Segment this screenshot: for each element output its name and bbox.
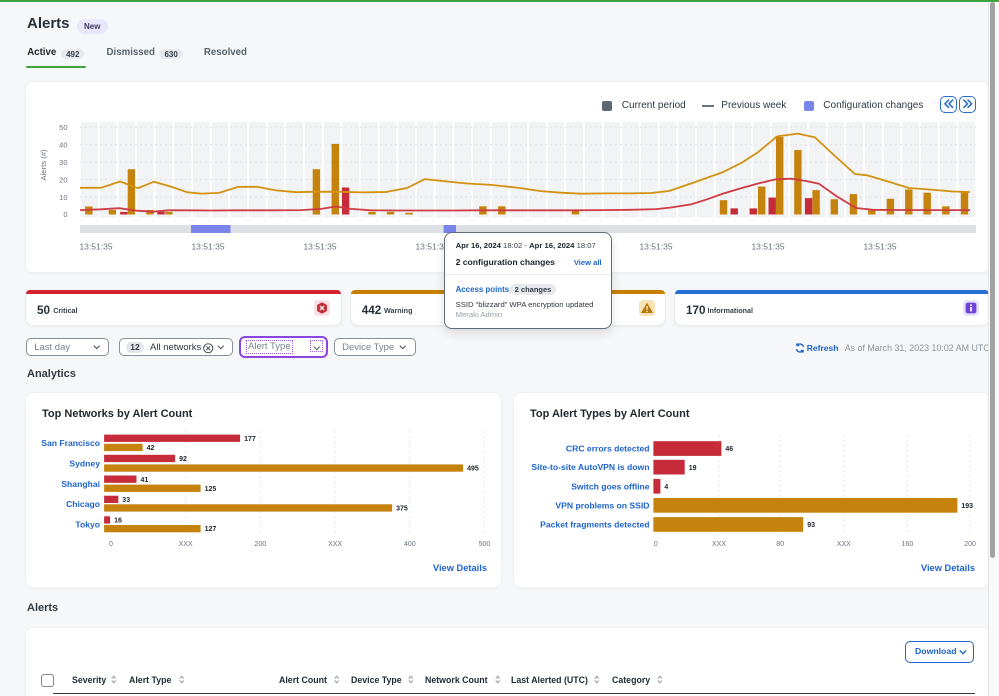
svg-text:Chicago: Chicago <box>66 499 100 509</box>
svg-text:XXX: XXX <box>712 541 726 548</box>
svg-text:San Francisco: San Francisco <box>41 438 100 448</box>
svg-text:Switch goes offline: Switch goes offline <box>571 481 650 491</box>
svg-text:46: 46 <box>725 446 733 453</box>
svg-text:13:51:35: 13:51:35 <box>303 242 336 252</box>
svg-text:127: 127 <box>205 526 217 533</box>
svg-text:13:51:35: 13:51:35 <box>751 242 784 252</box>
svg-text:200: 200 <box>255 541 267 548</box>
svg-text:13:51:35: 13:51:35 <box>191 242 224 252</box>
svg-text:177: 177 <box>244 436 256 443</box>
svg-text:16: 16 <box>114 518 122 525</box>
svg-text:400: 400 <box>404 541 416 548</box>
svg-text:XXX: XXX <box>328 541 342 548</box>
svg-text:200: 200 <box>964 541 976 548</box>
svg-text:0: 0 <box>654 541 658 548</box>
svg-text:500: 500 <box>479 541 491 548</box>
svg-text:Packet fragments detected: Packet fragments detected <box>540 520 649 530</box>
svg-text:4: 4 <box>664 484 668 491</box>
svg-text:XXX: XXX <box>837 541 851 548</box>
svg-text:10: 10 <box>59 193 67 202</box>
svg-text:13:51:35: 13:51:35 <box>415 242 448 252</box>
svg-text:Tokyo: Tokyo <box>75 519 100 529</box>
svg-text:CRC errors detected: CRC errors detected <box>566 444 650 454</box>
svg-text:20: 20 <box>59 175 67 184</box>
svg-text:Shanghai: Shanghai <box>61 479 100 489</box>
svg-text:Site-to-site AutoVPN is down: Site-to-site AutoVPN is down <box>531 462 649 472</box>
svg-text:30: 30 <box>59 158 67 167</box>
svg-text:13:51:35: 13:51:35 <box>863 242 896 252</box>
svg-text:0: 0 <box>109 541 113 548</box>
svg-text:375: 375 <box>396 506 408 513</box>
svg-text:Alerts (#): Alerts (#) <box>39 149 48 181</box>
svg-text:50: 50 <box>59 123 67 132</box>
svg-text:33: 33 <box>122 497 130 504</box>
svg-text:19: 19 <box>689 465 697 472</box>
svg-text:13:51:35: 13:51:35 <box>79 242 112 252</box>
svg-text:41: 41 <box>141 477 149 484</box>
svg-text:VPN problems on SSID: VPN problems on SSID <box>555 500 649 510</box>
svg-text:80: 80 <box>776 541 784 548</box>
svg-text:40: 40 <box>59 140 67 149</box>
svg-text:92: 92 <box>179 456 187 463</box>
svg-text:Sydney: Sydney <box>69 458 100 468</box>
svg-text:93: 93 <box>807 522 815 529</box>
svg-text:495: 495 <box>467 466 479 473</box>
svg-text:13:51:35: 13:51:35 <box>639 242 672 252</box>
svg-text:XXX: XXX <box>179 541 193 548</box>
svg-text:125: 125 <box>205 486 217 493</box>
svg-text:42: 42 <box>147 445 155 452</box>
svg-text:0: 0 <box>63 210 67 219</box>
svg-text:160: 160 <box>902 541 914 548</box>
svg-text:193: 193 <box>961 503 973 510</box>
